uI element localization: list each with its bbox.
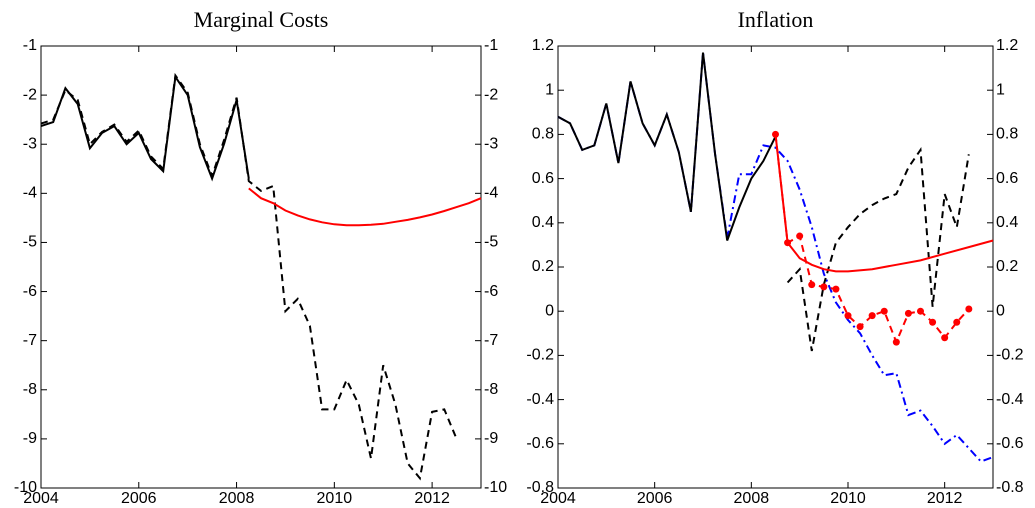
y-tick-label: -0.8 [996, 479, 1024, 496]
y-tick-label: -5 [484, 234, 498, 251]
series-line [557, 52, 777, 241]
point [941, 334, 949, 342]
y-tick-label: -3 [23, 135, 37, 152]
chart-title: Marginal Costs [194, 7, 329, 32]
y-tick-label: -0.2 [996, 347, 1024, 364]
series-line [248, 187, 482, 227]
y-tick-label: 0.2 [996, 258, 1018, 275]
point [832, 285, 840, 293]
y-tick-label: 1 [545, 81, 554, 98]
y-tick-label: 1 [996, 81, 1005, 98]
chart-title: Inflation [738, 7, 814, 32]
y-tick-label: 0.6 [532, 170, 554, 187]
point [796, 232, 804, 240]
x-tick-label: 2010 [317, 490, 353, 507]
point [856, 323, 864, 331]
y-tick-label: -6 [484, 283, 498, 300]
panel: Marginal Costs -10 -10 -9 -9 -8 -8 -7 -7 -6 -6 -5 -5… [14, 7, 507, 507]
point [953, 318, 961, 326]
series-line [774, 134, 994, 273]
point [892, 338, 900, 346]
plot-frame [557, 45, 994, 489]
point [880, 307, 888, 315]
y-tick-label: -2 [23, 86, 37, 103]
point [904, 309, 912, 317]
y-tick-label: -4 [484, 185, 498, 202]
point [808, 281, 816, 289]
point [965, 305, 973, 313]
y-tick-label: -4 [23, 185, 37, 202]
series-line [786, 147, 970, 352]
y-tick-label: -9 [23, 430, 37, 447]
y-tick-label: -10 [14, 479, 37, 496]
series-line [557, 52, 994, 463]
y-tick-label: -1 [484, 37, 498, 54]
series-line [774, 134, 970, 345]
plot-frame [40, 45, 482, 489]
y-tick-label: -8 [484, 381, 498, 398]
y-tick-label: -10 [484, 479, 507, 496]
y-tick-label: -7 [484, 332, 498, 349]
x-tick-label: 2008 [219, 490, 255, 507]
x-tick-label: 2012 [414, 490, 450, 507]
x-tick-label: 2012 [927, 490, 963, 507]
y-tick-label: -0.2 [526, 347, 554, 364]
point [868, 312, 876, 320]
point [772, 130, 779, 138]
y-tick-label: -2 [484, 86, 498, 103]
y-tick-label: 0 [545, 302, 554, 319]
y-tick-label: -0.8 [526, 479, 554, 496]
x-tick-label: 2010 [830, 490, 866, 507]
x-tick-label: 2008 [734, 490, 770, 507]
point [820, 283, 828, 291]
point [929, 318, 937, 326]
y-tick-label: -6 [23, 283, 37, 300]
y-tick-label: 0.2 [532, 258, 554, 275]
y-tick-label: -3 [484, 135, 498, 152]
point [784, 239, 792, 247]
x-tick-label: 2004 [540, 490, 576, 507]
y-tick-label: 0.4 [996, 214, 1018, 231]
y-tick-label: 0.6 [996, 170, 1018, 187]
y-tick-label: -9 [484, 430, 498, 447]
y-tick-label: -7 [23, 332, 37, 349]
y-tick-label: 1.2 [996, 37, 1018, 54]
panel: Inflation -0.8 -0.8 -0.6 -0.6 -0.4 -0.4 -0.2 -0.… [526, 7, 1023, 507]
x-tick-label: 2004 [23, 490, 59, 507]
x-tick-label: 2006 [121, 490, 157, 507]
y-tick-label: 0 [996, 302, 1005, 319]
y-tick-label: -0.6 [996, 435, 1024, 452]
y-tick-label: -0.4 [526, 391, 554, 408]
y-tick-label: -5 [23, 234, 37, 251]
series-line [40, 74, 250, 182]
y-tick-label: 0.4 [532, 214, 554, 231]
x-tick-label: 2006 [637, 490, 673, 507]
y-tick-label: -1 [23, 37, 37, 54]
y-tick-label: 0.8 [532, 126, 554, 143]
y-tick-label: 1.2 [532, 37, 554, 54]
series-line [40, 72, 458, 481]
y-tick-label: -8 [23, 381, 37, 398]
y-tick-label: -0.4 [996, 391, 1024, 408]
point [917, 307, 924, 315]
point [844, 312, 852, 320]
y-tick-label: 0.8 [996, 126, 1018, 143]
y-tick-label: -0.6 [526, 435, 554, 452]
